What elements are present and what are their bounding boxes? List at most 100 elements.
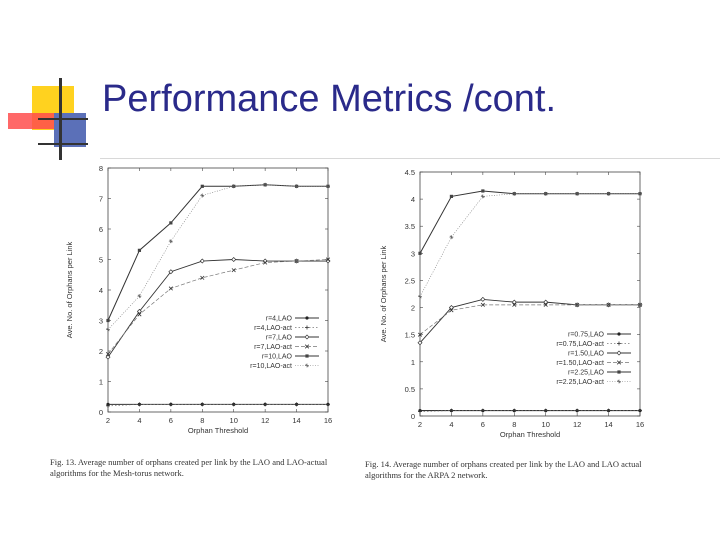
data-point bbox=[575, 302, 580, 307]
legend-entry: r=0.75,LAO bbox=[568, 332, 605, 339]
y-tick-label: 2.5 bbox=[405, 276, 415, 285]
data-point bbox=[106, 403, 110, 408]
x-tick-label: 16 bbox=[324, 416, 332, 425]
legend-entry: r=2.25,LAO-act bbox=[556, 379, 604, 386]
data-point bbox=[263, 402, 268, 407]
data-point bbox=[304, 344, 310, 349]
series-line bbox=[107, 184, 328, 321]
x-axis-label: Orphan Threshold bbox=[188, 426, 248, 435]
title-divider bbox=[100, 158, 720, 159]
data-point bbox=[449, 194, 454, 198]
data-point bbox=[106, 327, 110, 332]
legend-entry: r=7,LAO-act bbox=[254, 344, 292, 351]
data-point bbox=[106, 318, 110, 323]
data-point bbox=[617, 332, 621, 336]
data-point bbox=[480, 296, 486, 302]
x-tick-label: 4 bbox=[449, 420, 453, 429]
data-point bbox=[294, 402, 299, 407]
x-tick-label: 12 bbox=[261, 416, 269, 425]
data-point bbox=[199, 258, 205, 264]
plot-frame bbox=[107, 167, 329, 413]
data-point bbox=[305, 316, 309, 320]
y-tick-label: 3 bbox=[99, 317, 103, 326]
plot-frame bbox=[419, 171, 641, 417]
data-point bbox=[417, 340, 423, 346]
series-line bbox=[107, 259, 328, 358]
y-tick-label: 4 bbox=[411, 195, 415, 204]
data-point bbox=[137, 312, 142, 317]
x-tick-label: 16 bbox=[636, 420, 644, 429]
slide-title: Performance Metrics /cont. bbox=[102, 78, 557, 120]
data-point bbox=[543, 408, 548, 413]
data-point bbox=[480, 302, 485, 307]
legend-entry: r=1.50,LAO-act bbox=[556, 360, 604, 367]
legend-entry: r=2.25,LAO bbox=[568, 370, 605, 377]
series-line bbox=[419, 190, 640, 254]
data-point bbox=[606, 408, 611, 413]
y-tick-label: 0 bbox=[99, 408, 103, 417]
data-point bbox=[231, 268, 236, 273]
data-point bbox=[512, 408, 517, 413]
data-point bbox=[449, 308, 454, 313]
x-tick-label: 8 bbox=[512, 420, 516, 429]
y-tick-label: 2 bbox=[411, 304, 415, 313]
data-point bbox=[200, 275, 205, 280]
legend-entry: r=1.50,LAO bbox=[568, 351, 605, 358]
data-point bbox=[617, 379, 621, 384]
data-point bbox=[638, 191, 642, 196]
data-point bbox=[263, 182, 268, 187]
data-point bbox=[305, 325, 309, 330]
x-tick-label: 6 bbox=[169, 416, 173, 425]
x-tick-label: 6 bbox=[481, 420, 485, 429]
data-point bbox=[136, 308, 142, 314]
data-point bbox=[543, 191, 548, 196]
y-tick-label: 1 bbox=[99, 378, 103, 387]
data-point bbox=[575, 408, 580, 413]
data-point bbox=[137, 402, 142, 407]
data-point bbox=[168, 286, 173, 291]
y-tick-label: 8 bbox=[99, 164, 103, 173]
legend-entry: r=0.75,LAO-act bbox=[556, 341, 604, 348]
data-point bbox=[168, 239, 173, 244]
legend-entry: r=4,LAO bbox=[266, 316, 293, 323]
accent-line-horizontal-lower bbox=[38, 143, 88, 145]
data-point bbox=[511, 299, 517, 305]
accent-line-horizontal bbox=[38, 118, 88, 120]
data-point bbox=[304, 334, 310, 340]
data-point bbox=[305, 363, 309, 368]
data-point bbox=[137, 294, 142, 299]
data-point bbox=[575, 191, 580, 196]
data-point bbox=[543, 302, 548, 307]
x-tick-label: 14 bbox=[604, 420, 612, 429]
accent-bar-red bbox=[8, 113, 54, 129]
data-point bbox=[638, 408, 642, 413]
data-point bbox=[617, 370, 621, 374]
legend-entry: r=7,LAO bbox=[266, 335, 293, 342]
y-tick-label: 2 bbox=[99, 347, 103, 356]
data-point bbox=[418, 294, 422, 299]
series-line bbox=[107, 259, 329, 355]
data-point bbox=[616, 360, 622, 365]
data-point bbox=[305, 354, 309, 358]
data-point bbox=[617, 341, 621, 346]
y-tick-label: 0.5 bbox=[405, 385, 415, 394]
y-axis-label: Ave. No. of Orphans per Link bbox=[65, 241, 74, 338]
data-point bbox=[200, 193, 205, 198]
x-axis-label: Orphan Threshold bbox=[500, 430, 560, 439]
figure-caption-14: Fig. 14. Average number of orphans creat… bbox=[365, 459, 642, 480]
data-point bbox=[263, 260, 268, 265]
legend-entry: r=4,LAO-act bbox=[254, 325, 292, 332]
y-tick-label: 3.5 bbox=[405, 222, 415, 231]
x-tick-label: 10 bbox=[230, 416, 238, 425]
data-point bbox=[137, 248, 142, 252]
legend-entry: r=10,LAO-act bbox=[250, 363, 292, 370]
data-point bbox=[294, 184, 299, 189]
data-point bbox=[417, 332, 423, 337]
data-point bbox=[480, 194, 485, 199]
data-point bbox=[449, 408, 454, 413]
data-point bbox=[606, 302, 611, 307]
data-point bbox=[616, 350, 622, 356]
series-line bbox=[419, 193, 640, 297]
data-point bbox=[294, 258, 299, 264]
